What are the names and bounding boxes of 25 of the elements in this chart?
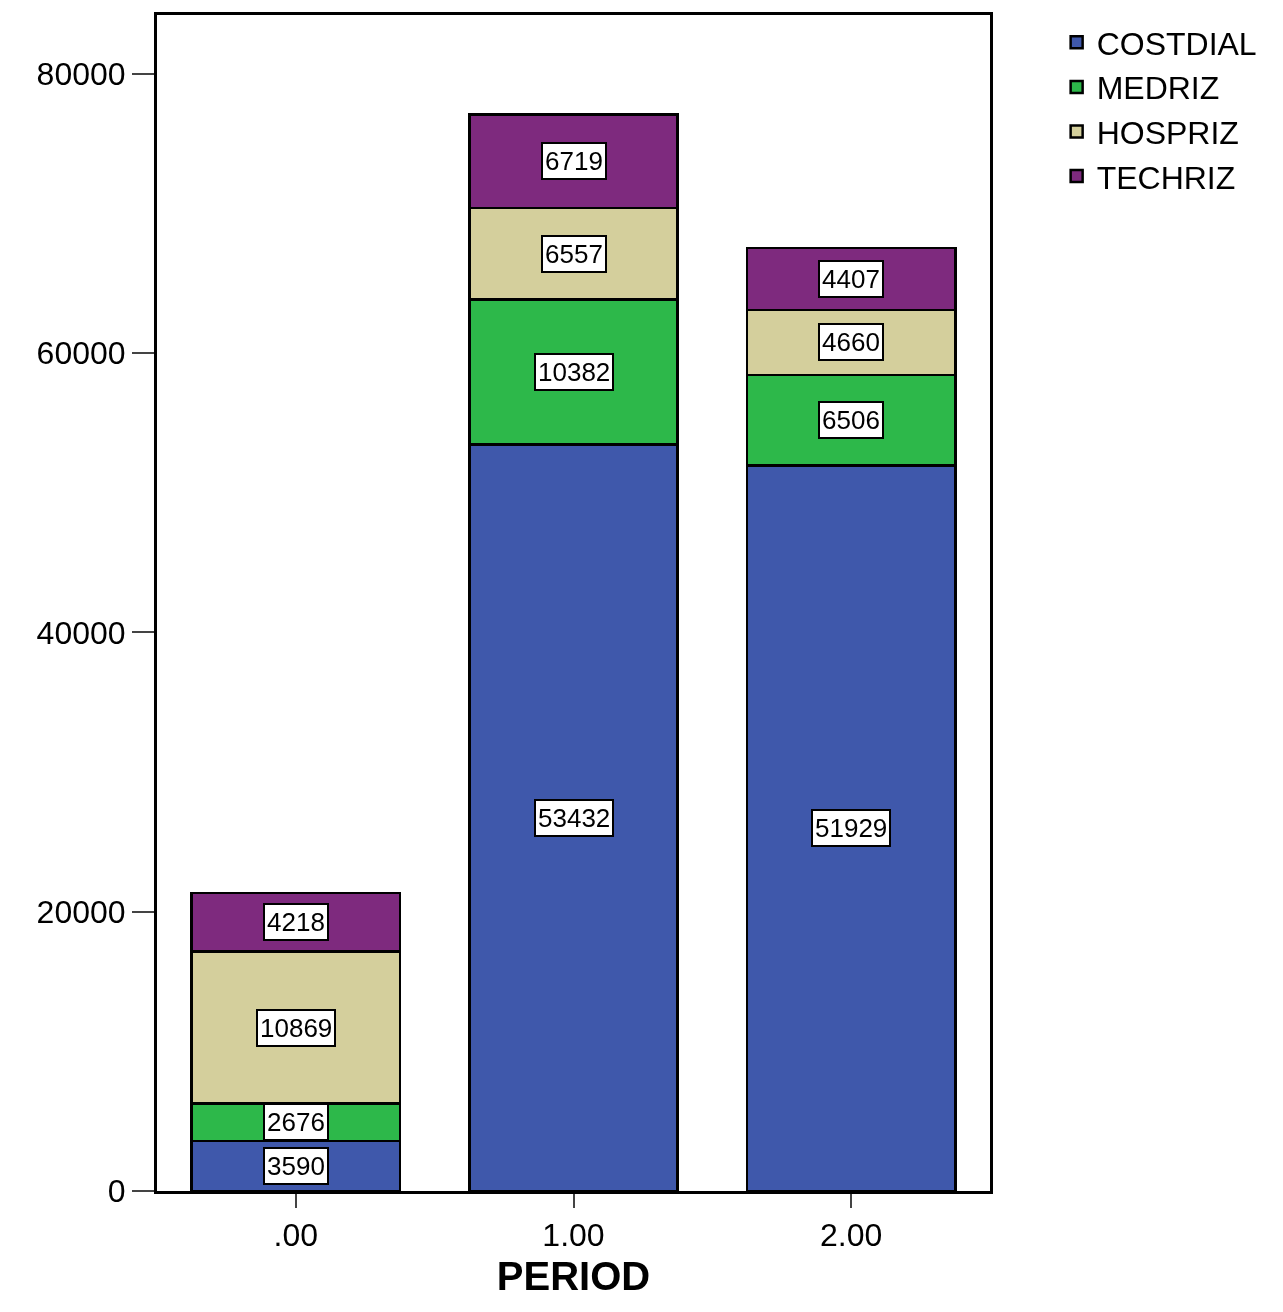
data-label: 10382 [538, 357, 611, 387]
data-label: 4218 [267, 907, 325, 937]
y-tick-label: 40000 [36, 614, 126, 651]
data-label: 4660 [822, 327, 880, 357]
x-tick-label: 2.00 [820, 1217, 883, 1254]
data-label: 2676 [267, 1107, 325, 1137]
legend-label: TECHRIZ [1096, 159, 1236, 196]
y-tick-label: 20000 [36, 893, 126, 930]
data-label: 4407 [822, 264, 880, 294]
legend-label: MEDRIZ [1096, 70, 1220, 107]
x-axis-title: PERIOD [496, 1253, 651, 1298]
data-label: 6506 [822, 405, 880, 435]
y-tick-label: 80000 [36, 55, 126, 92]
y-tick-label: 60000 [36, 335, 126, 372]
data-label: 3590 [267, 1151, 325, 1181]
x-tick-label: 1.00 [542, 1217, 605, 1254]
y-tick-label: 0 [107, 1173, 126, 1210]
data-label: 51929 [815, 813, 888, 843]
x-tick-label: .00 [273, 1217, 319, 1254]
data-label: 6719 [545, 146, 603, 176]
data-label: 10869 [260, 1013, 333, 1043]
data-label: 6557 [545, 239, 603, 269]
data-label: 53432 [538, 803, 611, 833]
legend-label: COSTDIAL [1096, 25, 1257, 62]
legend-label: HOSPRIZ [1096, 114, 1239, 151]
